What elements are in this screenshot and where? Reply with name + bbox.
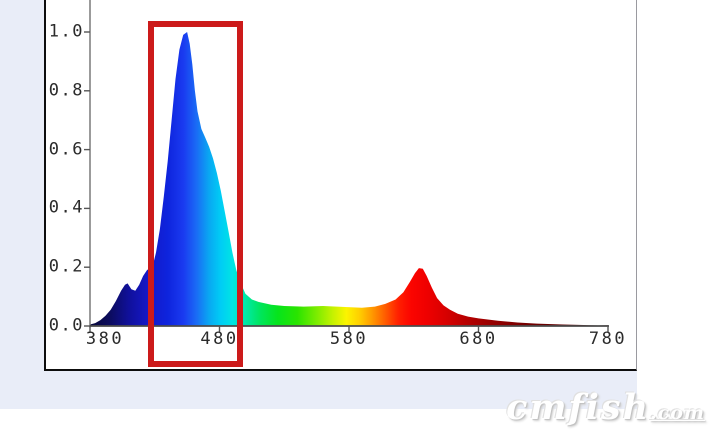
watermark-suffix: .com bbox=[650, 402, 705, 424]
y-axis-tick-label: 0.2 bbox=[48, 256, 84, 277]
y-axis-tick-label: 0.8 bbox=[48, 80, 84, 101]
y-axis-tick-label: 0.6 bbox=[48, 139, 84, 160]
x-axis-tick-label: 580 bbox=[329, 329, 369, 349]
spectrum-area bbox=[90, 32, 608, 326]
y-axis-tick-label: 1.0 bbox=[48, 21, 84, 42]
x-axis-tick-label: 780 bbox=[588, 329, 628, 349]
page-background-left-strip bbox=[0, 0, 44, 409]
x-axis-tick-label: 380 bbox=[85, 329, 125, 349]
watermark-brand: cmfish bbox=[506, 387, 651, 428]
x-axis-tick-label: 480 bbox=[200, 329, 239, 349]
y-axis-tick-label: 0.4 bbox=[48, 197, 84, 218]
watermark: cmfish.com bbox=[506, 390, 705, 425]
highlight-rectangle bbox=[148, 21, 243, 367]
page-background-bottom-strip bbox=[0, 371, 637, 409]
x-axis-tick-label: 680 bbox=[459, 329, 498, 349]
y-axis-tick-label: 0.0 bbox=[48, 315, 84, 336]
